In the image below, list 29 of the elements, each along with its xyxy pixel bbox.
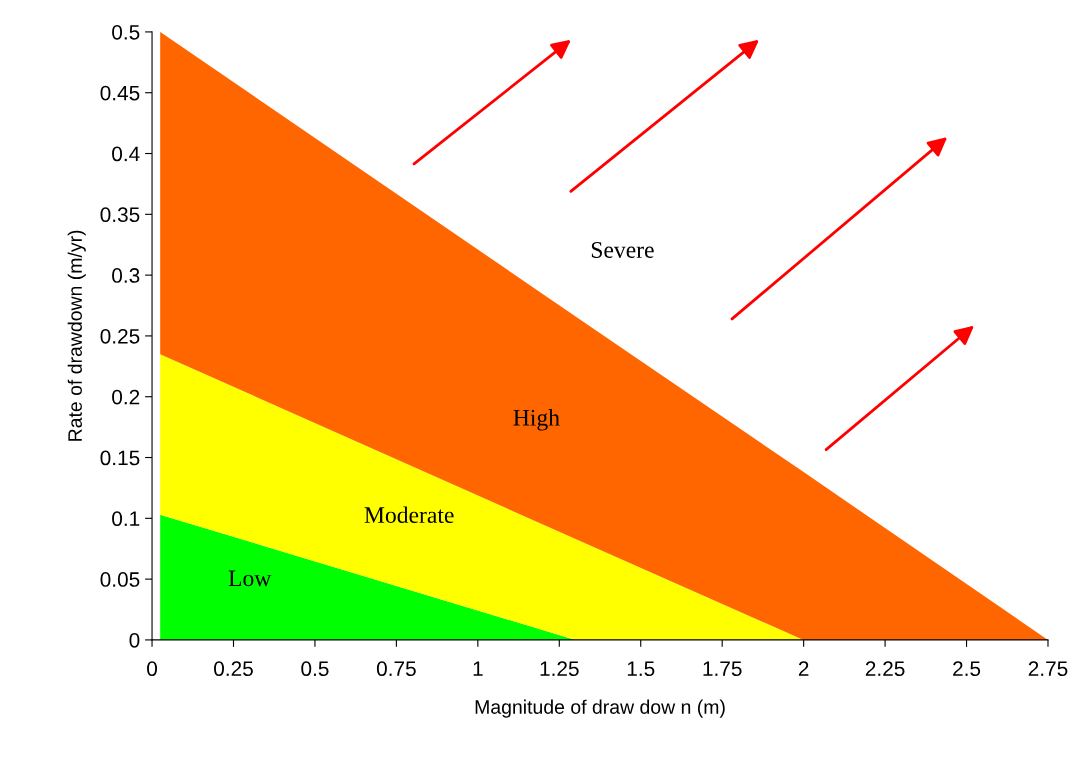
x-tick-label: 1.25: [540, 661, 579, 677]
x-tick-label: 2: [798, 661, 809, 676]
x-tick-label: 2.25: [865, 661, 905, 677]
x-tick-label: 1.5: [627, 661, 655, 677]
y-tick-label: 0.05: [100, 572, 140, 587]
x-tick-label: 1: [473, 661, 483, 676]
y-tick-label: 0.4: [112, 146, 140, 162]
x-tick-label: 2.75: [1028, 661, 1068, 677]
annotation: Severe: [591, 242, 654, 258]
y-tick-label: 0.35: [100, 207, 140, 223]
x-tick-label: 0: [147, 661, 158, 677]
x-tick-label: 2.5: [953, 661, 981, 677]
y-tick-label: 0.15: [100, 450, 140, 466]
y-tick-label: 0.25: [100, 328, 140, 344]
y-axis-title: Rate of drawdown (m/yr): [67, 230, 86, 441]
x-tick-label: 0.5: [301, 661, 329, 677]
series-label: Moderate: [364, 506, 454, 524]
y-tick-label: 0.45: [100, 85, 140, 101]
y-tick-label: 0.5: [112, 24, 140, 40]
y-tick-label: 0.1: [112, 511, 140, 527]
x-tick-label: 0.75: [376, 661, 416, 677]
series-label: Low: [228, 570, 272, 587]
x-axis-title: Magnitude of draw dow n (m): [475, 699, 725, 718]
series-label: High: [513, 409, 560, 431]
y-tick-label: 0.2: [112, 389, 140, 405]
y-tick-label: 0: [129, 632, 140, 648]
x-tick-label: 1.75: [703, 661, 742, 677]
y-tick-label: 0.3: [112, 268, 140, 283]
x-tick-label: 0.25: [214, 661, 253, 677]
